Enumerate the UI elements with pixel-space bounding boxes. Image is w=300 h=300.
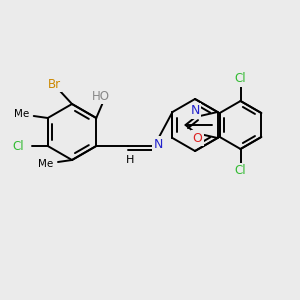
Text: N: N <box>154 137 163 151</box>
Text: Me: Me <box>14 109 29 119</box>
Text: H: H <box>126 155 134 165</box>
Text: N: N <box>191 104 200 118</box>
Text: Me: Me <box>38 159 54 169</box>
Text: Cl: Cl <box>235 73 246 85</box>
Text: Cl: Cl <box>235 164 246 178</box>
Text: Br: Br <box>47 77 61 91</box>
Text: HO: HO <box>92 89 110 103</box>
Text: Cl: Cl <box>12 140 24 152</box>
Text: O: O <box>193 131 202 145</box>
